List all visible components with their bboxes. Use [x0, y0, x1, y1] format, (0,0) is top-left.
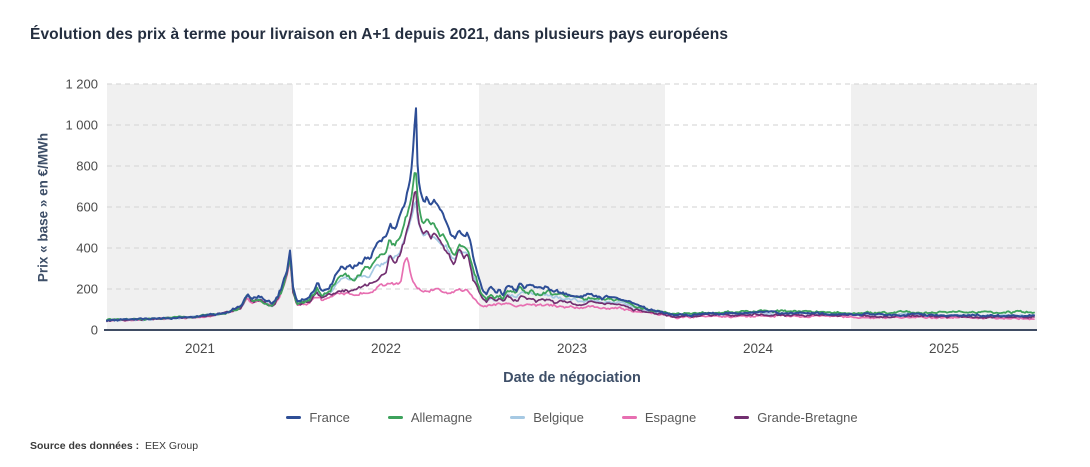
y-tick-label: 600 — [76, 200, 98, 215]
page-title: Évolution des prix à terme pour livraiso… — [30, 26, 729, 43]
legend-swatch-espagne — [621, 416, 637, 419]
legend-item-allemagne[interactable]: Allemagne — [387, 410, 473, 425]
x-tick-label-2025: 2025 — [929, 341, 959, 356]
y-tick-label: 400 — [76, 241, 98, 256]
x-tick-label-2022: 2022 — [371, 341, 401, 356]
y-tick-label: 0 — [91, 323, 98, 338]
y-axis-title: Prix « base » en €/MWh — [35, 132, 51, 283]
legend-label: Espagne — [644, 410, 697, 425]
line-chart: 0 200 400 600 800 1 000 1 200 2021 2022 2023 2024 2… — [65, 77, 1037, 356]
x-tick-label-2024: 2024 — [743, 341, 774, 356]
y-tick-label: 200 — [76, 282, 98, 297]
legend-label: Grande-Bretagne — [757, 410, 858, 425]
legend-item-belgique[interactable]: Belgique — [510, 410, 584, 425]
y-tick-label: 800 — [76, 159, 98, 174]
chart-legend: France Allemagne Belgique Espagne Grande-Bre… — [107, 410, 1037, 425]
y-tick-label: 1 200 — [65, 77, 98, 92]
source-name: EEX Group — [144, 440, 199, 452]
source-line: Source des données : EEX Group — [30, 440, 198, 452]
source-label: Source des données : — [30, 440, 140, 452]
legend-item-grande-bretagne[interactable]: Grande-Bretagne — [734, 410, 858, 425]
x-tick-label-2023: 2023 — [557, 341, 587, 356]
x-tick-label-2021: 2021 — [185, 341, 215, 356]
legend-label: Belgique — [533, 410, 584, 425]
legend-label: France — [309, 410, 350, 425]
legend-label: Allemagne — [410, 410, 473, 425]
legend-swatch-grande-bretagne — [734, 416, 750, 419]
y-tick-label: 1 000 — [65, 118, 98, 133]
legend-item-espagne[interactable]: Espagne — [621, 410, 697, 425]
series-line-grande-bretagne — [106, 190, 1035, 323]
x-axis-title: Date de négociation — [503, 370, 641, 386]
legend-item-france[interactable]: France — [286, 410, 350, 425]
series-line-france — [106, 107, 1035, 322]
legend-swatch-belgique — [510, 416, 526, 419]
legend-swatch-france — [286, 416, 302, 419]
legend-swatch-allemagne — [387, 416, 403, 419]
